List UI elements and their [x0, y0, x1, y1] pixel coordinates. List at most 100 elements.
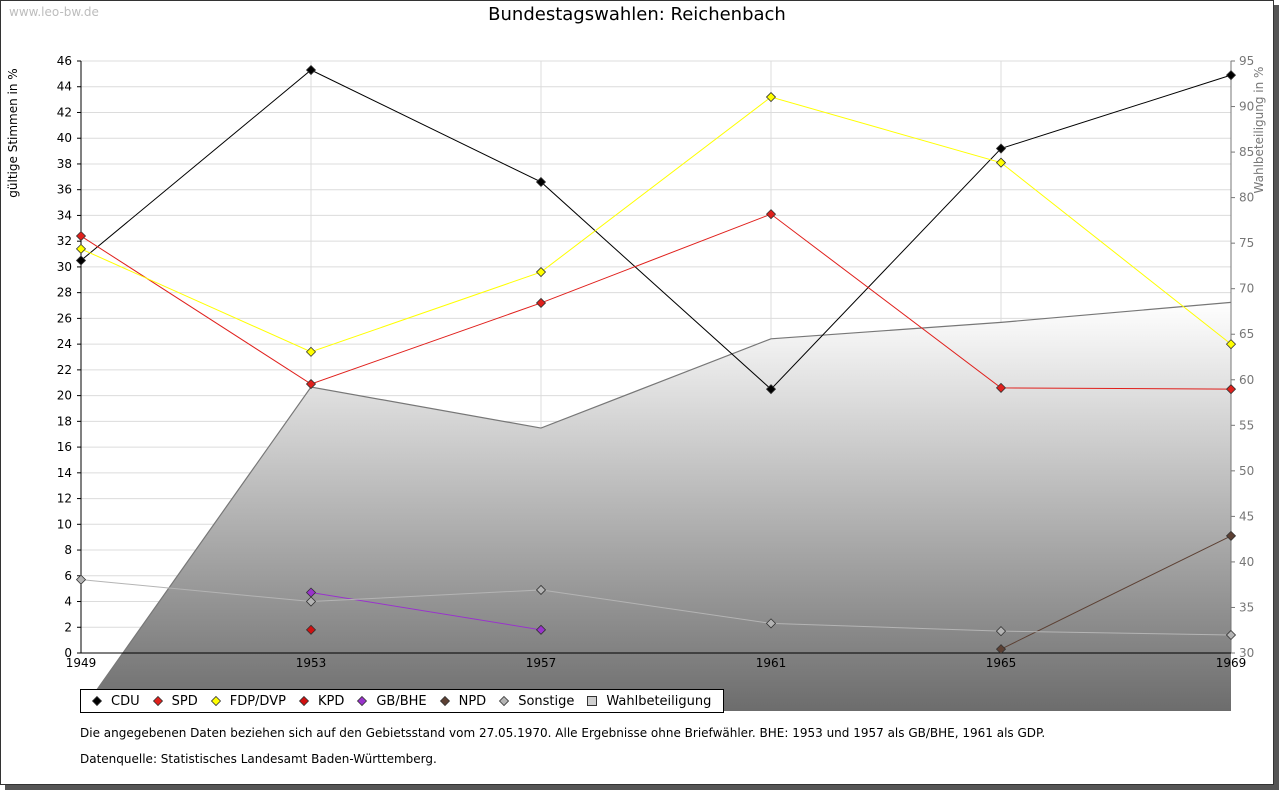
legend-label: GB/BHE: [376, 693, 427, 709]
series-line-sonstige: [80, 579, 1232, 636]
point-spd: [75, 230, 87, 242]
legend-marker-wahlbeteiligung: [587, 696, 598, 706]
y-tick-label: 40: [57, 131, 72, 145]
y2-tick-label: 95: [1239, 54, 1254, 68]
point-spd: [995, 382, 1007, 393]
y-tick-label: 32: [57, 234, 72, 248]
legend-item-npd: NPD: [439, 693, 487, 709]
legend-marker-sonstige: [499, 695, 510, 707]
y-tick-label: 10: [57, 517, 72, 531]
point-sonstige: [535, 584, 547, 596]
legend-swatch: [587, 696, 598, 706]
y-tick-label: 18: [57, 414, 72, 428]
y2-tick-label: 45: [1239, 509, 1254, 523]
legend-marker-cdu: [91, 695, 103, 707]
legend-label: SPD: [171, 693, 198, 709]
x-tick-label: 1953: [296, 656, 327, 670]
y2-tick-label: 80: [1239, 191, 1254, 205]
y-tick-label: 34: [57, 208, 72, 222]
y2-tick-label: 70: [1239, 282, 1254, 296]
point-cdu: [75, 255, 87, 266]
x-tick-label: 1949: [66, 656, 97, 670]
axes: 0246810121416182022242628303234363840424…: [57, 54, 1255, 670]
y2-tick-label: 35: [1239, 600, 1254, 614]
data-source: Datenquelle: Statistisches Landesamt Bad…: [80, 752, 437, 766]
point-cdu: [305, 64, 317, 76]
legend-item-kpd: KPD: [298, 694, 344, 709]
y-tick-label: 8: [64, 543, 72, 557]
point-fdp-dvp: [305, 346, 317, 357]
y2-tick-label: 60: [1239, 373, 1254, 387]
point-sonstige: [75, 574, 87, 585]
y-tick-label: 6: [64, 569, 72, 583]
footnote: Die angegebenen Daten beziehen sich auf …: [80, 726, 1046, 740]
point-npd: [995, 644, 1007, 655]
y-axis-label: gültige Stimmen in %: [6, 68, 20, 197]
y-tick-label: 4: [64, 595, 72, 609]
y2-axis-label: Wahlbeteiligung in %: [1252, 67, 1266, 194]
y-tick-label: 30: [57, 260, 72, 274]
legend-item-sonstige: Sonstige: [498, 694, 574, 709]
y-tick-label: 12: [57, 492, 72, 506]
series-line-cdu: [80, 69, 1232, 390]
turnout-area-layer: [80, 301, 1232, 713]
series-lines: [75, 64, 1237, 655]
legend-label: NPD: [458, 693, 487, 709]
legend-swatch: [91, 695, 103, 707]
point-fdp-dvp: [75, 243, 87, 254]
point-spd: [535, 297, 547, 309]
y2-tick-label: 40: [1239, 555, 1254, 569]
legend-label: CDU: [111, 693, 140, 709]
point-sonstige: [305, 596, 317, 607]
y-tick-label: 14: [57, 466, 72, 480]
y-tick-label: 42: [57, 105, 72, 119]
y2-tick-label: 85: [1239, 145, 1254, 159]
turnout-area: [81, 302, 1231, 713]
point-cdu: [995, 143, 1007, 154]
point-npd: [1225, 530, 1237, 541]
y-tick-label: 24: [57, 337, 72, 351]
point-sonstige: [1225, 629, 1237, 641]
x-tick-label: 1957: [526, 656, 557, 670]
y-tick-label: 2: [64, 620, 72, 634]
watermark: www.leo-bw.de: [9, 5, 99, 19]
point-cdu: [535, 176, 547, 188]
legend-label: FDP/DVP: [229, 693, 286, 709]
legend: CDU SPD FDP/DVP KPD GB/BHE NPD Sonstige Wahlbet…: [80, 689, 725, 713]
legend-swatch: [152, 695, 163, 707]
point-fdp-dvp: [1225, 339, 1237, 350]
y-tick-label: 44: [57, 80, 72, 94]
legend-item-fdp-dvp: FDP/DVP: [210, 694, 286, 709]
legend-label: Wahlbeteiligung: [606, 693, 712, 709]
y2-tick-label: 50: [1239, 464, 1254, 478]
y2-tick-label: 65: [1239, 327, 1254, 341]
point-gb-bhe: [535, 624, 547, 635]
legend-swatch: [439, 695, 450, 707]
legend-item-wahlbeteiligung: Wahlbeteiligung: [586, 694, 711, 709]
point-kpd: [305, 624, 317, 635]
point-cdu: [1225, 70, 1237, 81]
legend-label: KPD: [317, 693, 345, 709]
y-tick-label: 28: [57, 286, 72, 300]
point-fdp-dvp: [535, 266, 547, 278]
y2-tick-label: 75: [1239, 236, 1254, 250]
legend-swatch: [298, 695, 310, 707]
legend-marker-npd: [439, 695, 450, 707]
y2-tick-label: 30: [1239, 646, 1254, 660]
chart-title: Bundestagswahlen: Reichenbach: [488, 4, 786, 25]
y-tick-label: 16: [57, 440, 72, 454]
y-tick-label: 36: [57, 183, 72, 197]
x-tick-label: 1961: [756, 656, 787, 670]
legend-item-gb-bhe: GB/BHE: [356, 693, 427, 709]
legend-marker-fdp-dvp: [210, 695, 221, 707]
turnout-line: [80, 301, 1232, 713]
point-spd: [1225, 384, 1237, 395]
y-tick-label: 20: [57, 389, 72, 403]
y2-tick-label: 90: [1239, 100, 1254, 114]
legend-swatch: [357, 695, 368, 707]
legend-swatch: [499, 695, 510, 707]
y-tick-label: 26: [57, 311, 72, 325]
legend-marker-spd: [152, 695, 163, 707]
series-line-npd: [1000, 535, 1232, 650]
